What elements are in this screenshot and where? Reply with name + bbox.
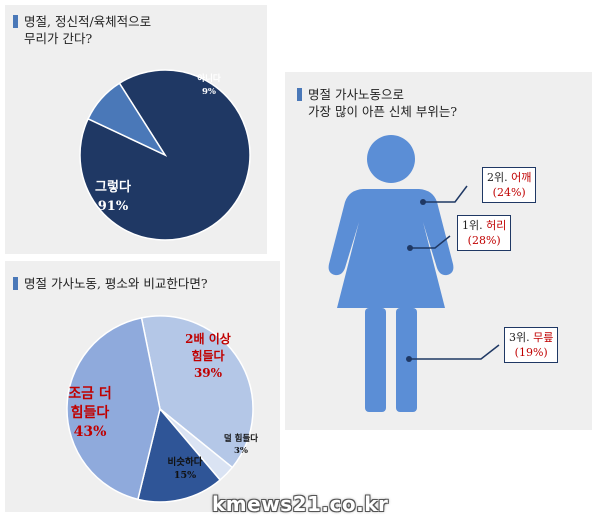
slice-label-1: 2배 이상 힘들다 39% — [185, 331, 231, 380]
pie-chart-strain: 그렇다 91% 아니다 9% — [79, 69, 251, 241]
figure-head — [367, 135, 415, 183]
woman-figure-icon — [328, 135, 454, 412]
waist-point — [407, 245, 413, 251]
title-bar-marker — [13, 15, 18, 28]
question-title-strain: 명절, 정신적/육체적으로 무리가 간다? — [13, 13, 151, 47]
title-bar-marker — [13, 277, 18, 290]
pie-slice-1 — [140, 315, 254, 469]
callout-line-waist — [410, 235, 451, 249]
slice-label-1: 그렇다 91% — [95, 179, 131, 214]
pie-slice-2 — [87, 82, 168, 157]
body-panel: 명절 가사노동으로 가장 많이 아픈 신체 부위는? 2위. 어깨 (24%) … — [285, 72, 592, 430]
slice-label-2: 덜 힘들다 3% — [224, 433, 258, 456]
callout-knee: 3위. 무릎 (19%) — [504, 327, 559, 363]
body-figure-area — [328, 135, 500, 412]
knee-point — [406, 356, 412, 362]
pie-panel-housework: 명절 가사노동, 평소와 비교한다면? 2배 이상 힘들다 39% 덜 힘들다 3% 비슷… — [5, 261, 280, 512]
title-bar-marker — [297, 88, 302, 101]
slice-label-4: 조금 더 힘들다 43% — [68, 386, 112, 440]
figure-body — [328, 189, 454, 308]
callout-lines — [409, 185, 500, 360]
site-watermark: kmews21.co.kr — [212, 492, 389, 516]
pie-chart-housework: 2배 이상 힘들다 39% 덜 힘들다 3% 비슷하다 15% 조금 더 힘들다 43% — [66, 315, 258, 503]
callout-line-knee — [409, 344, 500, 360]
callout-dots — [406, 199, 426, 362]
slice-label-3: 비슷하다 15% — [168, 456, 203, 481]
callout-line-shoulder — [423, 185, 468, 203]
pie-slice-3 — [137, 407, 222, 503]
callout-shoulder: 2위. 어깨 (24%) — [482, 167, 537, 203]
question-title-body: 명절 가사노동으로 가장 많이 아픈 신체 부위는? — [297, 86, 457, 120]
question-title-housework: 명절 가사노동, 평소와 비교한다면? — [13, 275, 208, 292]
pie-slice-4 — [66, 316, 161, 501]
shoulder-point — [420, 199, 426, 205]
pie-panel-strain: 명절, 정신적/육체적으로 무리가 간다? 그렇다 91% 아니다 9% — [5, 5, 267, 254]
figure-left-leg — [365, 308, 386, 412]
callout-waist: 1위. 허리 (28%) — [457, 215, 512, 251]
slice-label-2: 아니다 9% — [197, 73, 221, 97]
